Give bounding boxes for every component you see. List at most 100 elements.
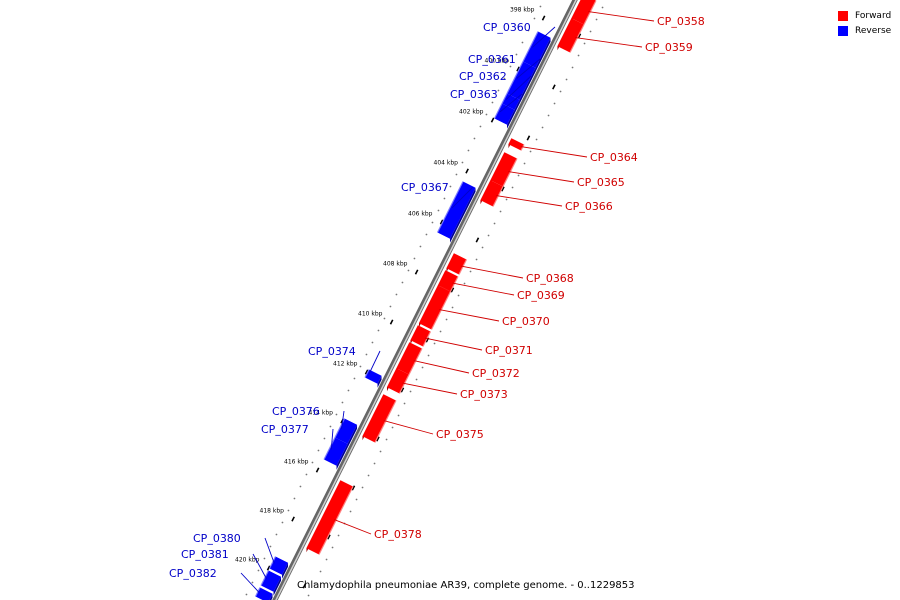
guide-dot bbox=[443, 197, 446, 200]
tick-label: 400 kbp bbox=[485, 57, 510, 64]
guide-dot bbox=[359, 365, 362, 368]
gene-cp_0380[interactable] bbox=[268, 556, 289, 579]
gene-side-face bbox=[347, 424, 358, 448]
gene-cp_0382[interactable] bbox=[254, 587, 273, 600]
gene-label-cp_0377[interactable]: CP_0377 bbox=[261, 423, 309, 436]
guide-dot bbox=[577, 54, 580, 57]
tick-mark bbox=[552, 84, 556, 90]
guide-dot bbox=[395, 293, 398, 296]
gene-label-cp_0378[interactable]: CP_0378 bbox=[374, 528, 422, 541]
guide-dot bbox=[583, 42, 586, 45]
gene-cp_0366[interactable] bbox=[480, 180, 504, 207]
gene-cp_0374[interactable] bbox=[364, 369, 382, 388]
gene-highlight bbox=[430, 291, 452, 330]
gene-cp_0362[interactable] bbox=[501, 93, 520, 114]
gene-label-cp_0370[interactable]: CP_0370 bbox=[502, 315, 550, 328]
gene-cp_0358[interactable] bbox=[571, 0, 597, 25]
guide-dot bbox=[419, 245, 422, 248]
gene-cp_0364[interactable] bbox=[508, 138, 525, 151]
gene-cp_0369[interactable] bbox=[437, 270, 459, 292]
gene-cp_0373[interactable] bbox=[386, 368, 410, 394]
tick-mark bbox=[389, 319, 394, 325]
gene-label-cp_0362[interactable]: CP_0362 bbox=[459, 70, 507, 83]
gene-cp_0360[interactable] bbox=[522, 31, 551, 72]
tick-mark bbox=[439, 219, 444, 225]
gene-label-cp_0358[interactable]: CP_0358 bbox=[657, 15, 705, 28]
gene-cp_0365[interactable] bbox=[490, 152, 518, 187]
gene-label-cp_0381[interactable]: CP_0381 bbox=[181, 548, 229, 561]
gene-body bbox=[480, 180, 503, 207]
guide-dot bbox=[457, 294, 460, 297]
guide-dot bbox=[323, 437, 326, 440]
guide-dot bbox=[383, 317, 386, 320]
guide-dot bbox=[535, 138, 538, 141]
gene-label-cp_0376[interactable]: CP_0376 bbox=[272, 405, 320, 418]
gene-label-cp_0380[interactable]: CP_0380 bbox=[193, 532, 241, 545]
gene-label-cp_0374[interactable]: CP_0374 bbox=[308, 345, 356, 358]
gene-label-cp_0382[interactable]: CP_0382 bbox=[169, 567, 217, 580]
gene-cp_0381[interactable] bbox=[260, 570, 282, 596]
gene-cp_0367[interactable] bbox=[436, 181, 476, 243]
gene-label-cp_0372[interactable]: CP_0372 bbox=[472, 367, 520, 380]
gene-leader-line bbox=[520, 146, 588, 158]
tick-label: 402 kbp bbox=[459, 108, 484, 115]
gene-highlight bbox=[506, 61, 524, 94]
guide-dot bbox=[461, 161, 464, 164]
guide-dot bbox=[491, 101, 494, 104]
gene-label-cp_0361[interactable]: CP_0361 bbox=[468, 53, 516, 66]
gene-cp_0377[interactable] bbox=[323, 437, 348, 470]
gene-cp_0370[interactable] bbox=[418, 285, 452, 330]
gene-cp_0361[interactable] bbox=[506, 61, 536, 104]
tick-label: 420 kbp bbox=[235, 556, 260, 563]
genome-caption: Chlamydophila pneumoniae AR39, complete … bbox=[297, 580, 635, 591]
gene-label-cp_0364[interactable]: CP_0364 bbox=[590, 151, 638, 164]
gene-label-cp_0363[interactable]: CP_0363 bbox=[450, 88, 498, 101]
guide-dot bbox=[349, 510, 352, 513]
gene-label-cp_0367[interactable]: CP_0367 bbox=[401, 181, 449, 194]
gene-label-cp_0369[interactable]: CP_0369 bbox=[517, 289, 565, 302]
gene-cp_0368[interactable] bbox=[446, 253, 468, 275]
guide-dot bbox=[347, 389, 350, 392]
reverse-swatch bbox=[838, 25, 848, 36]
guide-dot bbox=[401, 281, 404, 284]
gene-label-cp_0371[interactable]: CP_0371 bbox=[485, 344, 533, 357]
gene-leader-line bbox=[531, 26, 556, 48]
tick-label: 410 kbp bbox=[358, 310, 383, 317]
gene-label-cp_0365[interactable]: CP_0365 bbox=[577, 176, 625, 189]
gene-label-cp_0359[interactable]: CP_0359 bbox=[645, 41, 693, 54]
gene-body bbox=[386, 368, 409, 394]
gene-cp_0359[interactable] bbox=[557, 18, 585, 53]
gene-leader-line bbox=[240, 572, 260, 594]
guide-dot bbox=[493, 222, 496, 225]
gene-cp_0371[interactable] bbox=[410, 325, 432, 347]
tick-mark bbox=[465, 168, 469, 174]
guide-dot bbox=[523, 162, 526, 165]
gene-side-face bbox=[535, 37, 551, 72]
gene-cp_0372[interactable] bbox=[396, 342, 423, 375]
gene-label-cp_0375[interactable]: CP_0375 bbox=[436, 428, 484, 441]
guide-dot bbox=[463, 282, 466, 285]
guide-dot bbox=[415, 378, 418, 381]
gene-highlight bbox=[436, 181, 464, 233]
gene-highlight bbox=[408, 348, 423, 375]
guide-dot bbox=[275, 533, 278, 536]
guide-dot bbox=[397, 414, 400, 417]
gene-cp_0363[interactable] bbox=[493, 103, 515, 129]
guide-dot bbox=[479, 125, 482, 128]
guide-dot bbox=[433, 342, 436, 345]
gene-leader-line bbox=[460, 265, 524, 279]
gene-label-cp_0373[interactable]: CP_0373 bbox=[460, 388, 508, 401]
guide-dot bbox=[307, 594, 310, 597]
gene-label-cp_0368[interactable]: CP_0368 bbox=[526, 272, 574, 285]
guide-dot bbox=[571, 66, 574, 69]
gene-highlight bbox=[501, 93, 508, 104]
gene-label-cp_0366[interactable]: CP_0366 bbox=[565, 200, 613, 213]
gene-body bbox=[502, 93, 520, 110]
guide-dot bbox=[311, 461, 314, 464]
gene-side-face bbox=[282, 562, 289, 579]
tick-label: 406 kbp bbox=[408, 210, 433, 217]
gene-body bbox=[523, 31, 551, 68]
guide-dot bbox=[389, 305, 392, 308]
tick-label: 404 kbp bbox=[434, 159, 459, 166]
gene-label-cp_0360[interactable]: CP_0360 bbox=[483, 21, 531, 34]
